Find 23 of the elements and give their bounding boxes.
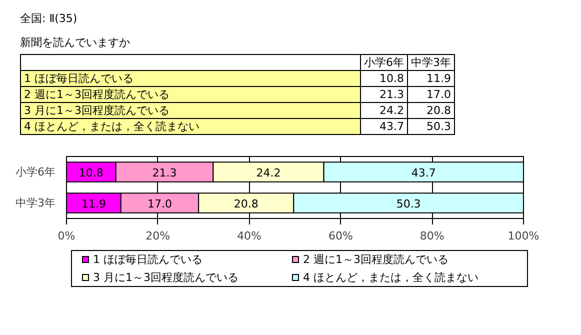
y-tick-label: 中学3年	[16, 196, 56, 210]
x-tick-label: 80%	[420, 230, 444, 242]
data-label: 21.3	[152, 166, 177, 180]
chart-subtitle: 新聞を読んでいますか	[20, 34, 131, 50]
data-label: 50.3	[396, 198, 421, 210]
data-label: 24.2	[256, 166, 281, 180]
table: 小学6年 中学3年 1 ほぼ毎日読んでいる 10.8 11.9 2 週に1～3回程度読んでいる 21.3 17.0 3 月に1～3回程度読んでいる 24.2 20.8 4 ほとんど，または，全く読まない 43.7 50.3	[20, 54, 455, 136]
y-tick-label: 小学6年	[16, 166, 56, 178]
chart-title: 全国: Ⅱ(35)	[20, 11, 78, 27]
legend-label: 1 ほぼ毎日読んでいる	[92, 252, 204, 268]
data-label: 43.7	[411, 166, 436, 180]
data-label: 20.8	[234, 198, 258, 210]
data-label: 17.0	[147, 198, 172, 210]
legend-label: 2 週に1～3回程度読んでいる	[302, 252, 450, 268]
x-tick-label: 60%	[328, 230, 353, 242]
legend-label: 3 月に1～3回程度読んでいる	[92, 270, 240, 286]
data-label: 10.8	[78, 166, 104, 180]
x-tick-label: 40%	[237, 230, 262, 242]
legend-label: 4 ほとんど，または，全く読まない	[302, 270, 480, 286]
x-tick-label: 20%	[146, 230, 170, 242]
data-label: 11.9	[81, 198, 106, 210]
x-tick-label: 100%	[508, 230, 540, 242]
x-tick-label: 0%	[58, 230, 76, 242]
